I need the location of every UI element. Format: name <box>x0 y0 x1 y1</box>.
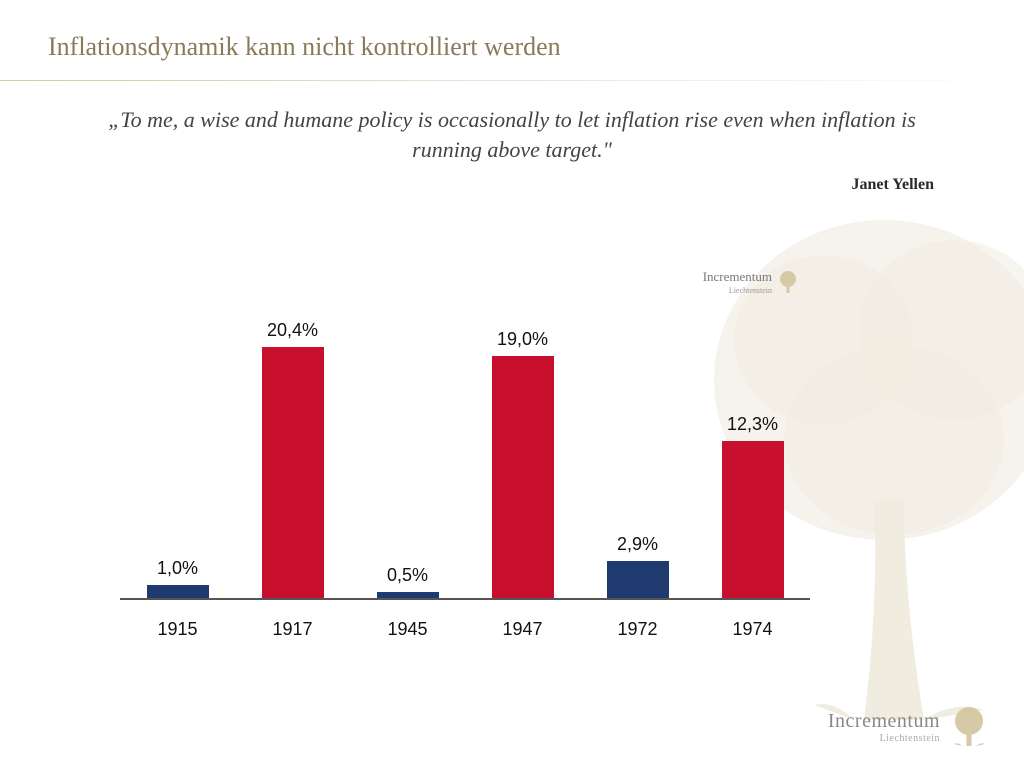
quote-attribution: Janet Yellen <box>0 176 1024 194</box>
tree-icon <box>948 706 990 748</box>
footer-logo: Incrementum Liechtenstein <box>828 706 990 748</box>
quote-text: „To me, a wise and humane policy is occa… <box>80 105 944 164</box>
bar <box>722 441 784 598</box>
bar-value-label: 1,0% <box>157 558 198 579</box>
inflation-bar-chart: Incrementum Liechtenstein 1,0%20,4%0,5%1… <box>120 260 810 660</box>
x-axis-labels: 191519171945194719721974 <box>120 619 810 640</box>
x-axis-label: 1945 <box>350 619 465 640</box>
logo-sub: Liechtenstein <box>828 733 940 744</box>
bar <box>377 592 439 598</box>
quote-block: „To me, a wise and humane policy is occa… <box>0 81 1024 170</box>
bar <box>492 356 554 598</box>
bar-slot: 0,5% <box>350 320 465 598</box>
x-axis-label: 1917 <box>235 619 350 640</box>
x-axis-label: 1972 <box>580 619 695 640</box>
bar <box>607 561 669 598</box>
bar-value-label: 20,4% <box>267 320 318 341</box>
bar-value-label: 19,0% <box>497 329 548 350</box>
bar-value-label: 2,9% <box>617 534 658 555</box>
slide-title: Inflationsdynamik kann nicht kontrollier… <box>0 0 1024 70</box>
bar-value-label: 12,3% <box>727 414 778 435</box>
bar-slot: 12,3% <box>695 320 810 598</box>
bar-slot: 2,9% <box>580 320 695 598</box>
x-axis-label: 1974 <box>695 619 810 640</box>
bar-slot: 19,0% <box>465 320 580 598</box>
bar-slot: 20,4% <box>235 320 350 598</box>
bars-container: 1,0% 20,4% 0,5% 19,0% 2,9% 12,3% <box>120 320 810 600</box>
x-axis-label: 1915 <box>120 619 235 640</box>
watermark-sub: Liechtenstein <box>703 286 772 295</box>
logo-main: Incrementum <box>828 710 940 733</box>
bar-slot: 1,0% <box>120 320 235 598</box>
chart-watermark: Incrementum Liechtenstein <box>703 268 800 295</box>
tree-icon <box>776 270 800 294</box>
watermark-main: Incrementum <box>703 269 772 284</box>
x-axis-label: 1947 <box>465 619 580 640</box>
bar-value-label: 0,5% <box>387 565 428 586</box>
bar <box>147 585 209 598</box>
bar <box>262 347 324 598</box>
